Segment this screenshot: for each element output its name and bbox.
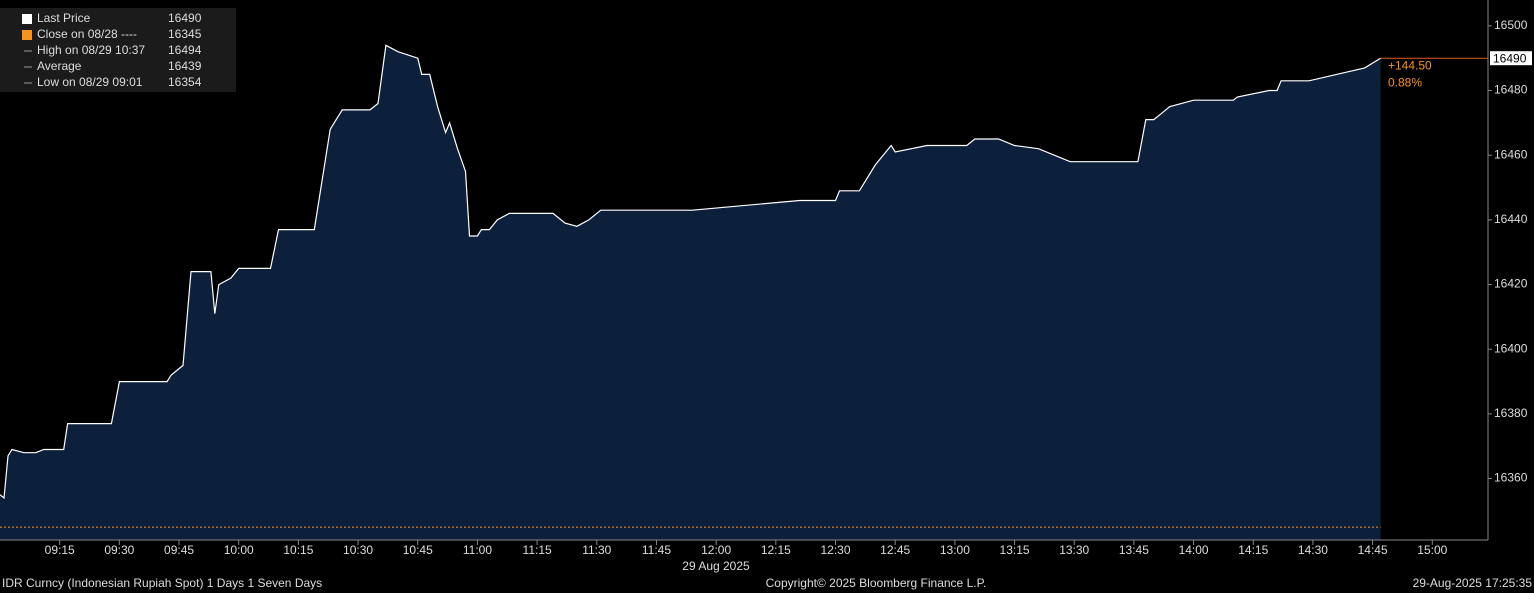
legend-value: 16439	[168, 59, 202, 73]
x-tick-label: 11:30	[582, 543, 611, 557]
legend-value: 16345	[168, 27, 202, 41]
legend-value: 16494	[168, 43, 202, 57]
change-label: +144.50	[1388, 58, 1432, 72]
x-tick-label: 12:30	[820, 543, 850, 557]
area-fill	[0, 45, 1381, 541]
x-tick-label: 11:00	[463, 543, 492, 557]
footer-center: Copyright© 2025 Bloomberg Finance L.P.	[766, 576, 987, 590]
x-tick-label: 14:45	[1358, 543, 1388, 557]
legend-swatch	[22, 14, 32, 24]
x-axis-label: 29 Aug 2025	[682, 559, 750, 573]
x-tick-label: 10:15	[283, 543, 313, 557]
legend-label: Low on 08/29 09:01	[37, 75, 143, 89]
x-tick-label: 15:00	[1417, 543, 1447, 557]
change-pct-label: 0.88%	[1388, 75, 1422, 89]
x-tick-label: 10:00	[224, 543, 254, 557]
y-tick-label: 16360	[1494, 471, 1528, 485]
y-tick-label: 16440	[1494, 212, 1528, 226]
legend-label: Average	[37, 59, 82, 73]
x-tick-label: 11:45	[642, 543, 671, 557]
x-tick-label: 12:15	[761, 543, 791, 557]
x-tick-label: 09:45	[164, 543, 194, 557]
price-line	[0, 44, 1381, 500]
x-tick-label: 14:15	[1238, 543, 1268, 557]
y-tick-label: 16500	[1494, 18, 1528, 32]
x-tick-label: 13:00	[940, 543, 970, 557]
legend-box	[0, 8, 236, 92]
x-tick-label: 14:00	[1179, 543, 1209, 557]
y-tick-label: 16380	[1494, 406, 1528, 420]
x-tick-label: 14:30	[1298, 543, 1328, 557]
last-price-box	[1490, 51, 1532, 66]
y-tick-label: 16420	[1494, 277, 1528, 291]
legend-label: Close on 08/28 ----	[37, 27, 137, 41]
x-tick-label: 10:45	[403, 543, 433, 557]
x-tick-label: 13:45	[1119, 543, 1149, 557]
x-tick-label: 13:30	[1059, 543, 1089, 557]
x-tick-label: 12:00	[701, 543, 731, 557]
x-tick-label: 09:15	[45, 543, 75, 557]
x-tick-label: 09:30	[104, 543, 134, 557]
footer-left: IDR Curncy (Indonesian Rupiah Spot) 1 Da…	[2, 576, 322, 590]
footer-right: 29-Aug-2025 17:25:35	[1413, 576, 1533, 590]
legend-swatch	[22, 30, 32, 40]
x-tick-label: 13:15	[1000, 543, 1030, 557]
legend-label: Last Price	[37, 11, 91, 25]
x-tick-label: 12:45	[880, 543, 910, 557]
y-tick-label: 16400	[1494, 341, 1528, 355]
y-tick-label: 16480	[1494, 83, 1528, 97]
y-tick-label: 16460	[1494, 147, 1528, 161]
x-tick-label: 11:15	[523, 543, 552, 557]
legend-value: 16354	[168, 75, 202, 89]
x-tick-label: 10:30	[343, 543, 373, 557]
last-price-axis-label: 16490	[1493, 51, 1527, 65]
plot: +144.50 0.88% 16360 16380 16400 16420 16440 164…	[0, 0, 1532, 557]
legend-label: High on 08/29 10:37	[37, 43, 145, 57]
legend-value: 16490	[168, 11, 202, 25]
